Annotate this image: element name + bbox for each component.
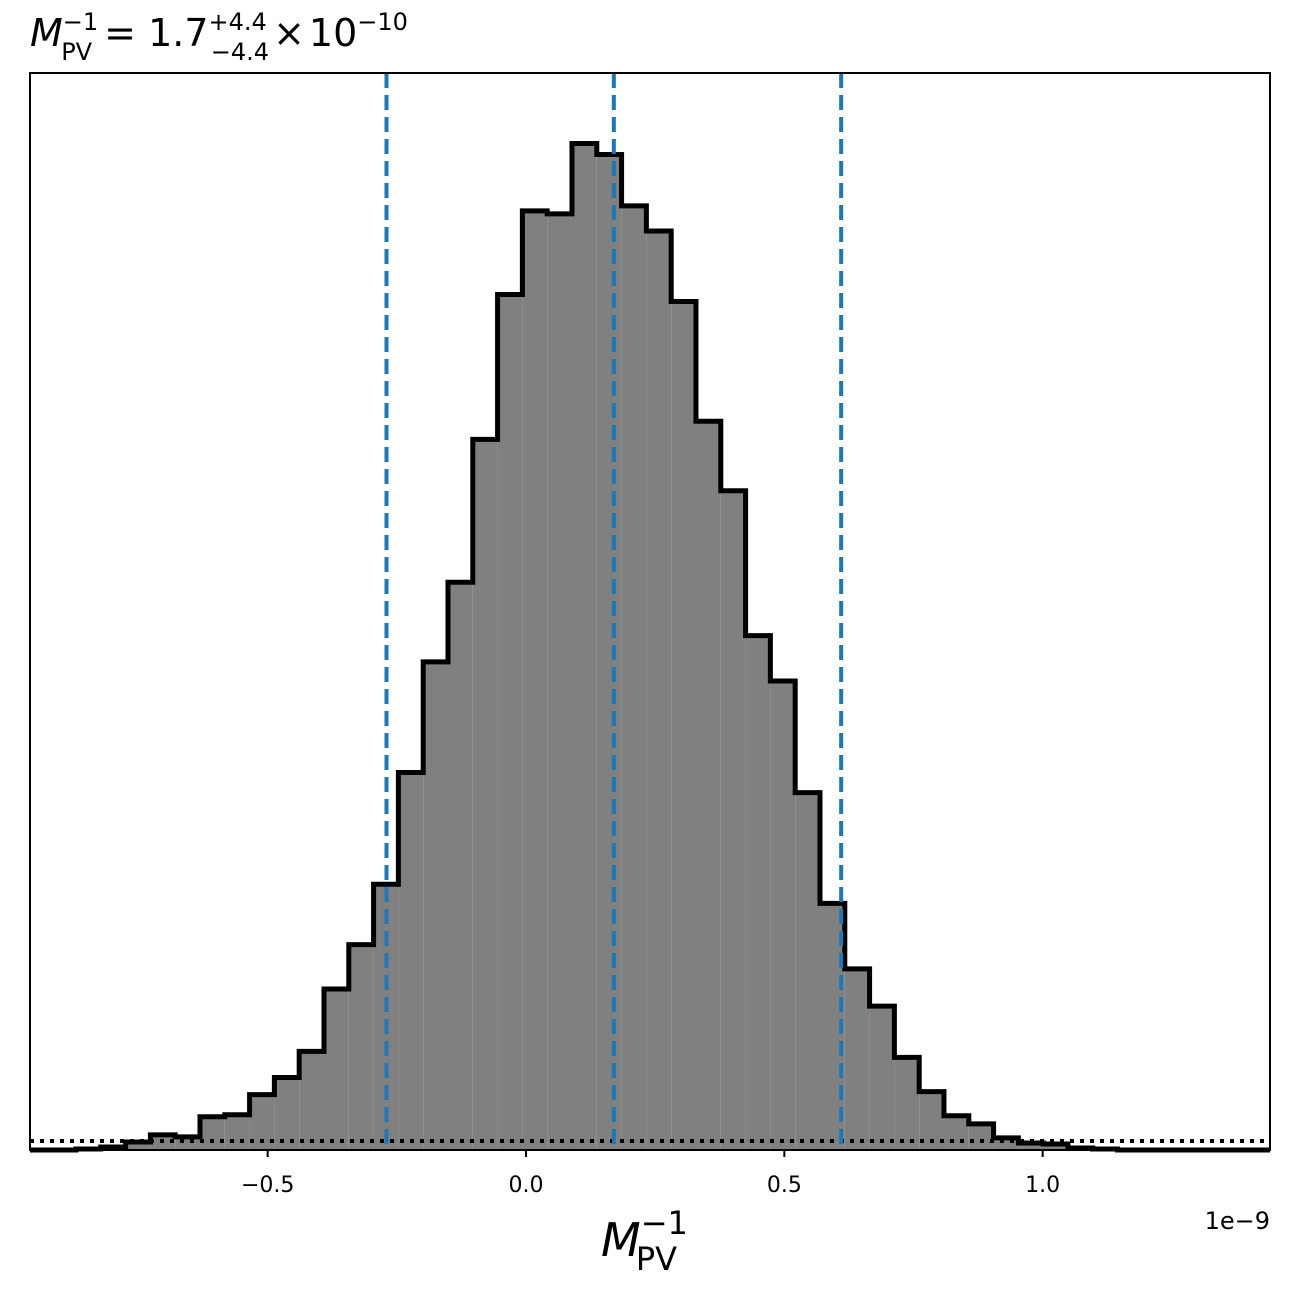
title-superscript: −1: [63, 8, 98, 36]
histogram-bar: [1018, 1142, 1044, 1150]
histogram-bar: [571, 143, 597, 1150]
histogram-bar: [1043, 1143, 1068, 1150]
histogram-bar: [968, 1123, 994, 1150]
histogram-bar: [770, 680, 796, 1150]
histogram-bar: [745, 635, 771, 1150]
histogram-bar: [695, 421, 721, 1150]
histogram-bar: [323, 988, 349, 1150]
title-upper-err: +4.4: [209, 8, 267, 36]
histogram-bar: [472, 439, 498, 1150]
xlabel-superscript: −1: [641, 1204, 688, 1242]
histogram-bar: [274, 1077, 300, 1150]
histogram-outline: [30, 140, 1270, 1153]
histogram-bar: [869, 1006, 895, 1150]
histogram-bar: [795, 792, 820, 1150]
histogram-bar: [348, 944, 374, 1150]
histogram-bar: [125, 1141, 151, 1150]
plot-frame: [29, 72, 1271, 1151]
histogram-layer: [30, 140, 1270, 1153]
x-tick-label: 0.5: [767, 1173, 802, 1198]
title-lower-err: −4.4: [211, 38, 269, 66]
title-subscript: PV: [61, 38, 92, 66]
title-exponent: −10: [357, 8, 408, 36]
xlabel-symbol: M: [601, 1213, 641, 1267]
histogram-bar: [199, 1116, 225, 1150]
histogram-bar: [646, 231, 672, 1150]
histogram-bar: [224, 1114, 250, 1150]
title-times: ×: [273, 11, 305, 55]
x-offset-label: 1e−9: [1205, 1207, 1270, 1235]
histogram-bar: [894, 1057, 920, 1150]
histogram-bar: [373, 884, 399, 1150]
histogram-bar: [398, 772, 424, 1150]
histogram-bar: [447, 582, 473, 1150]
title-symbol: M: [30, 11, 63, 55]
histogram-bar: [497, 294, 523, 1151]
title-equals: =: [92, 11, 148, 55]
chart-title: M−1 PV = 1.7+4.4 −4.4 × 10−10: [30, 8, 408, 66]
histogram-bar: [596, 154, 622, 1150]
x-tick-label: 0.0: [509, 1173, 544, 1198]
histogram-bar: [522, 210, 548, 1151]
histogram-bar: [299, 1051, 324, 1150]
histogram-bar: [621, 205, 647, 1151]
histogram-bar: [671, 301, 696, 1150]
quantile-lines-layer: [384, 73, 844, 1150]
title-base: 10: [309, 11, 357, 55]
histogram-bar: [844, 968, 870, 1150]
x-tick-label: 1.0: [1025, 1173, 1060, 1198]
x-tick-label: −0.5: [241, 1173, 294, 1198]
histogram-bar: [943, 1115, 969, 1150]
histogram-bar: [423, 661, 448, 1150]
title-median: 1.7: [148, 11, 208, 55]
x-axis-ticks: −0.5 0.0 0.5 1.0: [241, 1150, 1060, 1198]
x-axis-label: M−1 PV: [601, 1204, 688, 1278]
histogram-bar: [547, 213, 572, 1150]
histogram-bar: [720, 490, 746, 1150]
xlabel-subscript: PV: [636, 1240, 677, 1278]
